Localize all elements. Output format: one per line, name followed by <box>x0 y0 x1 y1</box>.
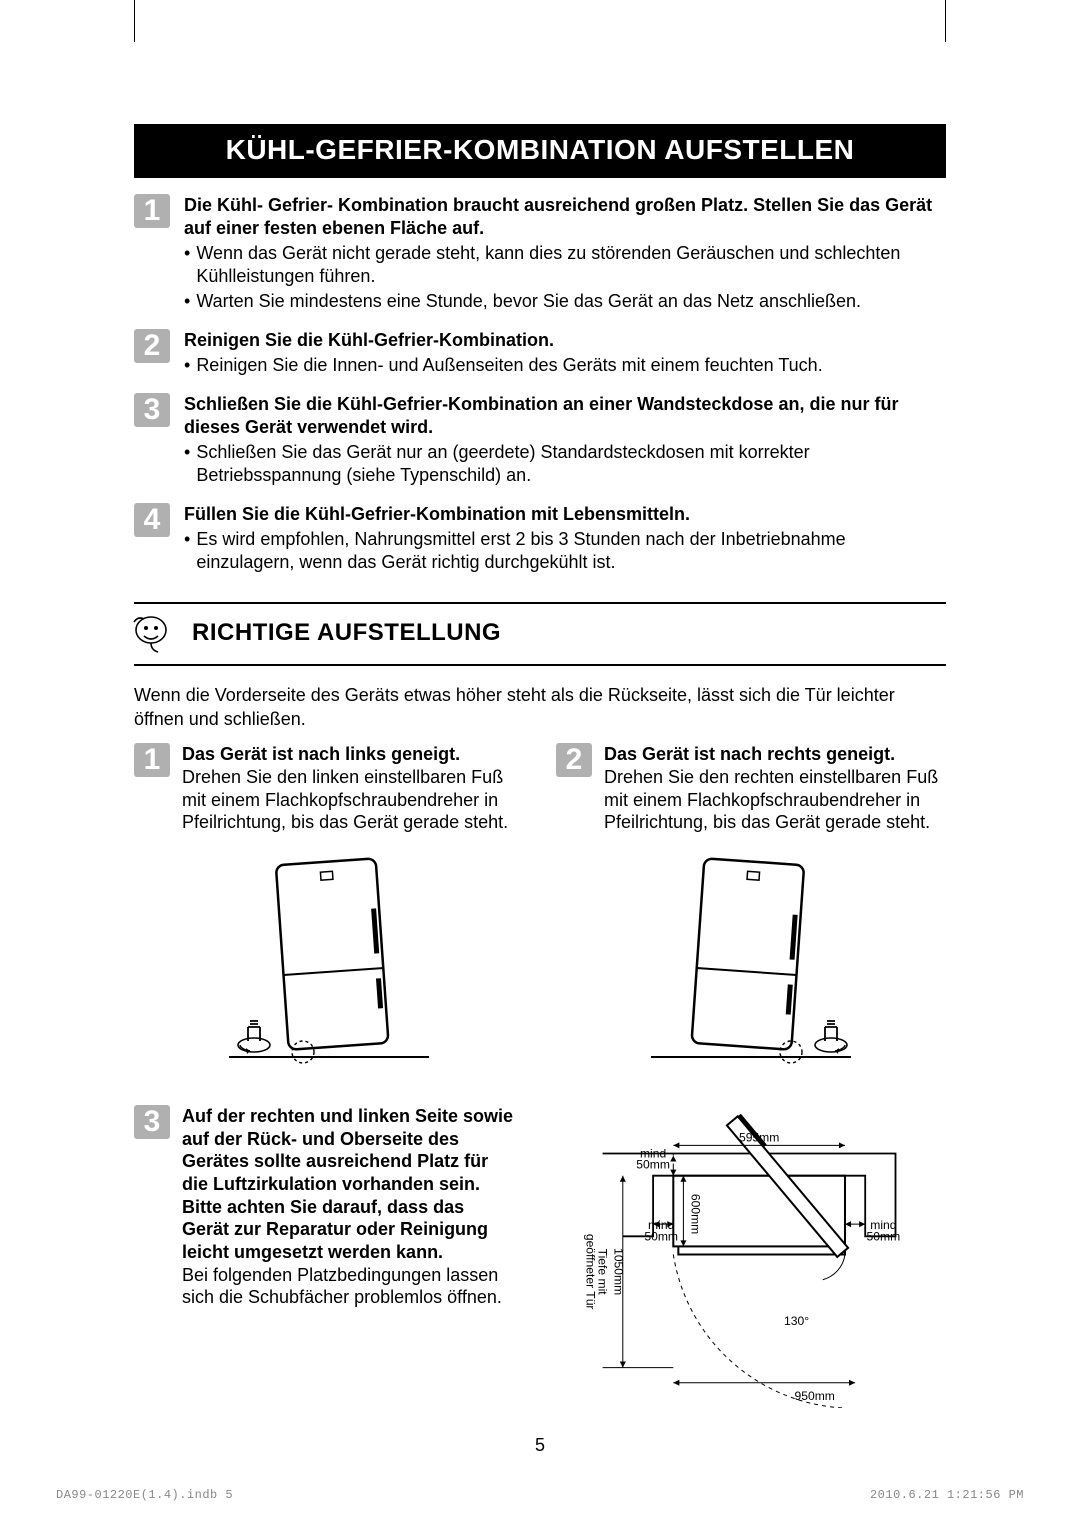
step-badge: 1 <box>134 743 170 777</box>
dim-label: 1050mm <box>612 1248 626 1295</box>
dim-label: 950mm <box>795 1389 835 1403</box>
mascot-icon <box>130 612 172 654</box>
footer-left: DA99-01220E(1.4).indb 5 <box>56 1488 233 1502</box>
dim-label: 600mm <box>688 1194 702 1234</box>
step-heading: Reinigen Sie die Kühl-Gefrier-Kombinatio… <box>184 330 554 350</box>
step-bullet: Warten Sie mindestens eine Stunde, bevor… <box>196 290 861 313</box>
step-badge: 3 <box>134 393 170 427</box>
dim-label: 595mm <box>739 1130 779 1144</box>
dim-label: 130° <box>784 1314 809 1328</box>
svg-text:mind50mm: mind50mm <box>867 1218 901 1243</box>
section-heading: RICHTIGE AUFSTELLUNG <box>134 602 946 666</box>
step-badge: 3 <box>134 1105 170 1139</box>
tilt-right-col: 2 Das Gerät ist nach rechts geneigt. Dre… <box>556 743 946 1077</box>
substep-heading: Das Gerät ist nach links geneigt. <box>182 744 460 764</box>
svg-text:mind50mm: mind50mm <box>636 1146 670 1171</box>
clearance-text: 3 Auf der rechten und linken Seite sowie… <box>134 1105 514 1309</box>
step-badge: 2 <box>134 329 170 363</box>
page-number: 5 <box>134 1435 946 1456</box>
svg-text:geöffneter Tür: geöffneter Tür <box>583 1234 597 1310</box>
section-intro: Wenn die Vorderseite des Geräts etwas hö… <box>134 684 946 731</box>
tilt-left-col: 1 Das Gerät ist nach links geneigt. Dreh… <box>134 743 524 1077</box>
substep-body: Bei folgenden Platzbedingungen lassen si… <box>182 1265 502 1308</box>
step-heading: Die Kühl- Gefrier- Kombination braucht a… <box>184 195 932 238</box>
page-title-bar: KÜHL-GEFRIER-KOMBINATION AUFSTELLEN <box>134 124 946 178</box>
fridge-tilt-left-figure <box>134 852 524 1077</box>
step-heading: Füllen Sie die Kühl-Gefrier-Kombination … <box>184 504 690 524</box>
step-bullet: Es wird empfohlen, Nahrungsmittel erst 2… <box>196 528 946 574</box>
step-2: 2 Reinigen Sie die Kühl-Gefrier-Kombinat… <box>134 329 946 377</box>
step-bullet: Reinigen Sie die Innen- und Außenseiten … <box>196 354 822 377</box>
svg-text:mind50mm: mind50mm <box>644 1218 678 1243</box>
substep-heading: Das Gerät ist nach rechts geneigt. <box>604 744 895 764</box>
page: KÜHL-GEFRIER-KOMBINATION AUFSTELLEN 1 Di… <box>0 0 1080 1516</box>
step-badge: 2 <box>556 743 592 777</box>
fridge-tilt-right-figure <box>556 852 946 1077</box>
substep-body: Drehen Sie den rechten einstellbaren Fuß… <box>604 767 938 832</box>
step-bullet: Wenn das Gerät nicht gerade steht, kann … <box>196 242 946 288</box>
print-footer: DA99-01220E(1.4).indb 5 2010.6.21 1:21:5… <box>56 1488 1024 1502</box>
footer-right: 2010.6.21 1:21:56 PM <box>870 1488 1024 1502</box>
step-bullet: Schließen Sie das Gerät nur an (geerdete… <box>196 441 946 487</box>
step-badge: 4 <box>134 503 170 537</box>
substep-body: Drehen Sie den linken einstellbaren Fuß … <box>182 767 508 832</box>
section-title: RICHTIGE AUFSTELLUNG <box>192 619 501 647</box>
substep-heading: Auf der rechten und linken Seite sowie a… <box>182 1106 513 1262</box>
clearance-diagram: 595mm mind50mm mind 50mm 600mm mind50mm … <box>542 1105 946 1413</box>
step-heading: Schließen Sie die Kühl-Gefrier-Kombinati… <box>184 394 898 437</box>
step-badge: 1 <box>134 194 170 228</box>
step-3: 3 Schließen Sie die Kühl-Gefrier-Kombina… <box>134 393 946 487</box>
step-1: 1 Die Kühl- Gefrier- Kombination braucht… <box>134 194 946 313</box>
step-4: 4 Füllen Sie die Kühl-Gefrier-Kombinatio… <box>134 503 946 574</box>
